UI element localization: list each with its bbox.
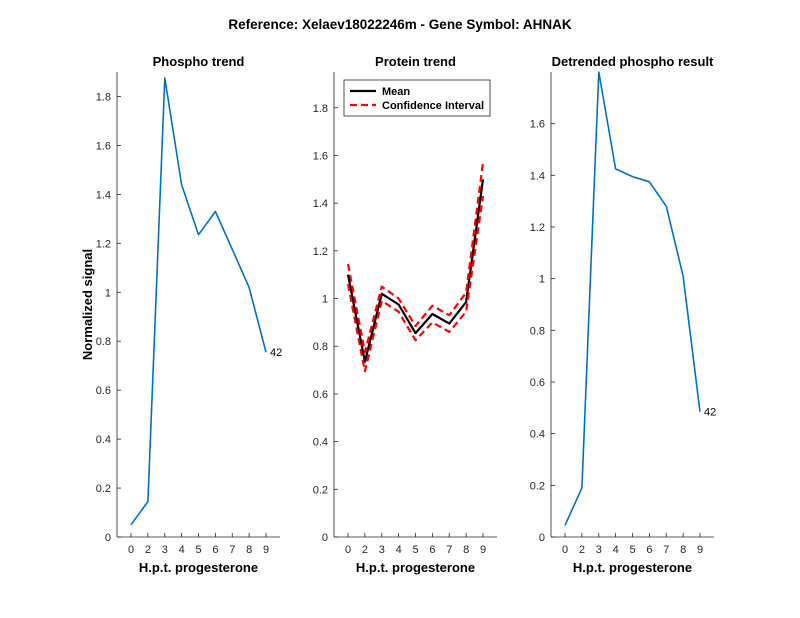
x-tick-label: 5 bbox=[412, 544, 418, 556]
y-tick-label: 0.8 bbox=[313, 341, 328, 353]
x-tick-label: 9 bbox=[263, 544, 269, 556]
panel-title: Protein trend bbox=[375, 54, 456, 69]
y-tick-label: 0 bbox=[322, 532, 328, 544]
y-tick-label: 0.4 bbox=[96, 434, 111, 446]
x-tick-label: 0 bbox=[562, 544, 568, 556]
y-tick-label: 1.4 bbox=[96, 189, 111, 201]
x-tick-label: 4 bbox=[613, 544, 619, 556]
x-axis-label: H.p.t. progesterone bbox=[356, 560, 475, 575]
x-tick-label: 9 bbox=[480, 544, 486, 556]
legend-entry-label: Mean bbox=[382, 86, 410, 98]
x-tick-label: 7 bbox=[446, 544, 452, 556]
y-tick-label: 1 bbox=[322, 294, 328, 306]
x-tick-label: 6 bbox=[646, 544, 652, 556]
y-tick-label: 1 bbox=[105, 287, 111, 299]
y-tick-label: 0.2 bbox=[313, 484, 328, 496]
y-tick-label: 1.8 bbox=[313, 103, 328, 115]
y-tick-label: 0.8 bbox=[96, 336, 111, 348]
panel-title: Phospho trend bbox=[153, 54, 245, 69]
y-tick-label: 0.2 bbox=[530, 480, 545, 492]
y-tick-label: 1.4 bbox=[530, 170, 545, 182]
y-tick-label: 0.4 bbox=[313, 437, 328, 449]
x-tick-label: 7 bbox=[663, 544, 669, 556]
y-tick-label: 1.2 bbox=[313, 246, 328, 258]
y-tick-label: 0.4 bbox=[530, 429, 545, 441]
x-tick-label: 5 bbox=[195, 544, 201, 556]
y-tick-label: 1.2 bbox=[96, 238, 111, 250]
x-tick-label: 3 bbox=[379, 544, 385, 556]
panel-2: 00.20.40.60.811.21.41.61.80 2 3 4 5 6 7 8 9Prote… bbox=[313, 54, 497, 575]
y-tick-label: 0.2 bbox=[96, 483, 111, 495]
end-point-label: 42 bbox=[704, 407, 716, 419]
x-tick-label: 9 bbox=[697, 544, 703, 556]
y-tick-label: 0 bbox=[539, 532, 545, 544]
series-line-detrended bbox=[564, 71, 701, 526]
x-tick-label: 5 bbox=[629, 544, 635, 556]
y-tick-label: 0.6 bbox=[96, 385, 111, 397]
x-tick-label: 2 bbox=[579, 544, 585, 556]
x-tick-label: 7 bbox=[229, 544, 235, 556]
series-line-confidence-interval bbox=[346, 162, 485, 354]
series-line-confidence-interval bbox=[346, 195, 485, 373]
x-axis-label: H.p.t. progesterone bbox=[139, 560, 258, 575]
x-tick-label: 2 bbox=[362, 544, 368, 556]
x-tick-label: 8 bbox=[246, 544, 252, 556]
x-tick-label: 0 bbox=[345, 544, 351, 556]
legend-box bbox=[343, 79, 491, 117]
y-tick-label: 1.4 bbox=[313, 198, 328, 210]
y-tick-label: 0.8 bbox=[530, 325, 545, 337]
y-tick-label: 0.6 bbox=[313, 389, 328, 401]
x-tick-label: 6 bbox=[212, 544, 218, 556]
x-tick-label: 4 bbox=[396, 544, 402, 556]
y-tick-label: 1.6 bbox=[313, 150, 328, 162]
y-axis-label: Normalized signal bbox=[80, 249, 95, 360]
y-tick-label: 1.6 bbox=[96, 140, 111, 152]
y-tick-label: 1 bbox=[539, 274, 545, 286]
panel-title: Detrended phospho result bbox=[552, 54, 714, 69]
x-tick-label: 3 bbox=[162, 544, 168, 556]
series-line-mean bbox=[346, 179, 485, 363]
series-line-phospho bbox=[130, 77, 267, 526]
x-tick-label: 3 bbox=[596, 544, 602, 556]
x-tick-label: 8 bbox=[680, 544, 686, 556]
y-tick-label: 1.2 bbox=[530, 222, 545, 234]
panel-3: 00.20.40.60.811.21.41.60 2 3 4 5 6 7 8 9Detrende… bbox=[530, 54, 717, 575]
figure-suptitle: Reference: Xelaev18022246m - Gene Symbol… bbox=[228, 17, 572, 32]
x-tick-label: 0 bbox=[128, 544, 134, 556]
end-point-label: 42 bbox=[270, 347, 282, 359]
legend-entry-label: Confidence Interval bbox=[382, 100, 484, 112]
y-tick-label: 1.8 bbox=[96, 91, 111, 103]
x-tick-label: 2 bbox=[145, 544, 151, 556]
y-tick-label: 0.6 bbox=[530, 377, 545, 389]
y-tick-label: 0 bbox=[105, 532, 111, 544]
x-tick-label: 6 bbox=[429, 544, 435, 556]
x-axis-label: H.p.t. progesterone bbox=[573, 560, 692, 575]
x-tick-label: 4 bbox=[179, 544, 185, 556]
y-tick-label: 1.6 bbox=[530, 119, 545, 131]
x-tick-label: 8 bbox=[463, 544, 469, 556]
panel-1: 00.20.40.60.811.21.41.61.80 2 3 4 5 6 7 8 9Phosp… bbox=[80, 54, 282, 575]
